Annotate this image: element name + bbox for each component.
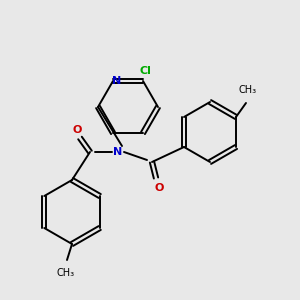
Text: CH₃: CH₃ (57, 268, 75, 278)
Text: O: O (72, 125, 82, 135)
Text: CH₃: CH₃ (239, 85, 257, 95)
Text: O: O (154, 183, 164, 193)
Text: Cl: Cl (139, 66, 151, 76)
Text: N: N (113, 147, 123, 157)
Text: N: N (112, 76, 122, 86)
